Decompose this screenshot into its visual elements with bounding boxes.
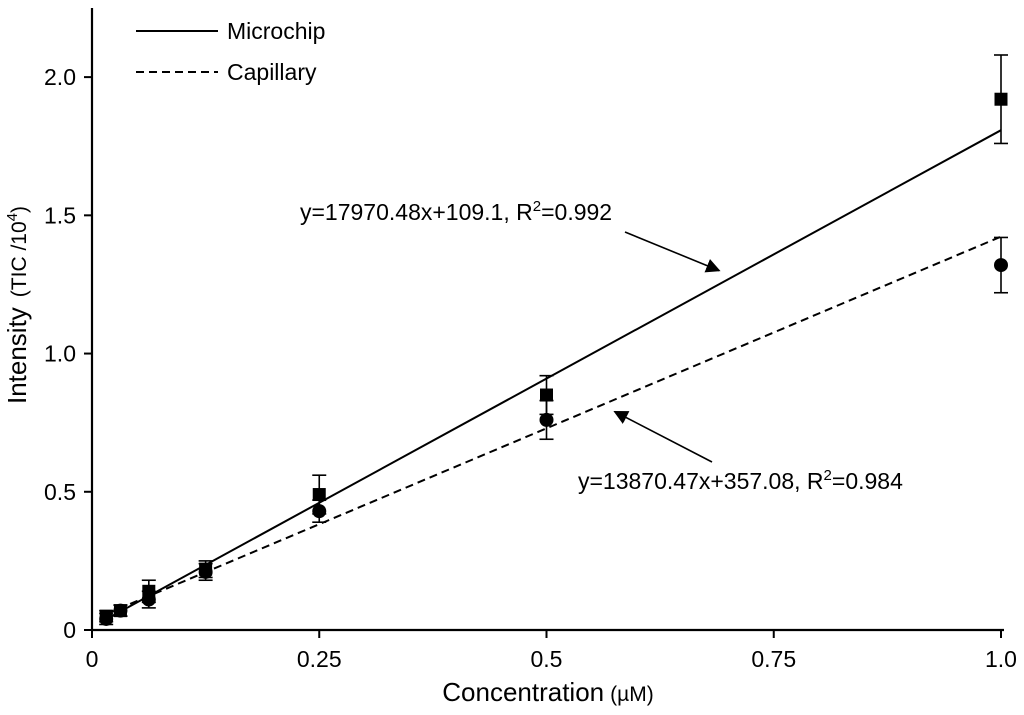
- y-axis-ticks: 0 0.5 1.0 1.5 2.0: [44, 64, 92, 643]
- equation-microchip: y=17970.48x+109.1, R2=0.992: [300, 198, 612, 225]
- fit-line-capillary: [105, 235, 1002, 615]
- point-capillary: [113, 603, 128, 618]
- error-bars: [99, 54, 1008, 626]
- point-microchip: [540, 388, 553, 402]
- x-tick-label: 1.0: [985, 646, 1017, 672]
- equation-capillary: y=13870.47x+357.08, R2=0.984: [578, 467, 903, 494]
- legend: Microchip Capillary: [136, 18, 325, 85]
- y-tick-label: 1.5: [44, 202, 76, 228]
- x-tick-label: 0.75: [751, 646, 796, 672]
- x-axis-ticks: 0 0.25 0.5 0.75 1.0: [86, 630, 1017, 672]
- fit-line-microchip: [105, 129, 1002, 621]
- x-tick-label: 0: [86, 646, 99, 672]
- point-capillary: [539, 412, 554, 427]
- point-capillary: [198, 564, 213, 579]
- legend-label-microchip: Microchip: [227, 18, 325, 44]
- y-tick-label: 0: [63, 617, 76, 643]
- point-capillary: [994, 258, 1008, 273]
- point-capillary: [141, 592, 156, 607]
- equation-capillary-arrow: [613, 410, 713, 463]
- x-tick-label: 0.5: [531, 646, 563, 672]
- point-capillary: [99, 611, 114, 626]
- point-capillary: [312, 504, 327, 519]
- data-markers: [99, 92, 1008, 626]
- point-microchip: [312, 488, 326, 502]
- x-tick-label: 0.25: [297, 646, 342, 672]
- y-axis-title: Intensity(TIC /104): [2, 206, 32, 404]
- equation-microchip-arrow: [624, 231, 721, 273]
- y-tick-label: 2.0: [44, 64, 76, 90]
- y-tick-label: 0.5: [44, 479, 76, 505]
- x-axis-title: Concentration (µM): [442, 677, 653, 707]
- point-microchip: [994, 92, 1008, 106]
- fit-lines: [105, 129, 1002, 621]
- y-tick-label: 1.0: [44, 341, 76, 367]
- legend-label-capillary: Capillary: [227, 59, 317, 85]
